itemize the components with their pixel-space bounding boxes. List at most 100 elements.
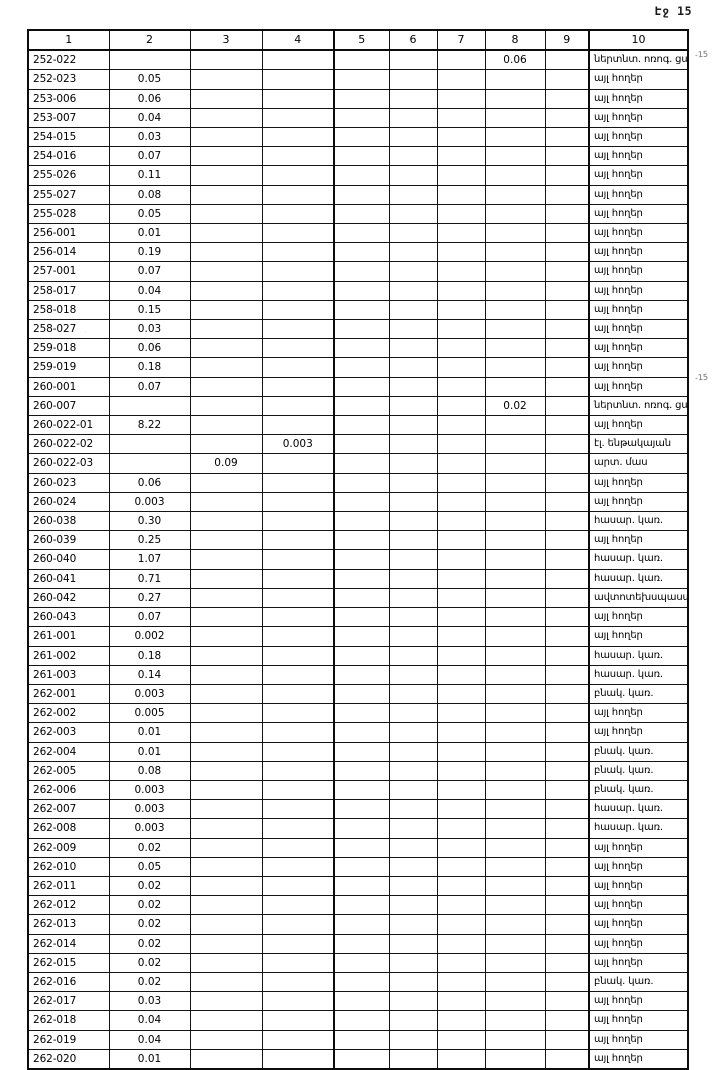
cell-col-9 xyxy=(544,434,590,455)
cell-land-type: արտ. մաս xyxy=(588,453,689,474)
cell-col-9 xyxy=(544,511,590,532)
cell-col-8 xyxy=(484,549,546,570)
cell-col-3 xyxy=(189,184,263,205)
cell-col-7 xyxy=(436,1048,486,1070)
cell-col-2 xyxy=(108,49,191,71)
cell-col-5 xyxy=(333,434,390,455)
cell-col-4 xyxy=(261,491,335,513)
table-row: 255-026 0.11 այլ հողեր xyxy=(27,165,689,186)
cell-col-3 xyxy=(189,280,263,301)
cell-land-type: բնակ. կառ. xyxy=(588,741,689,762)
cell-land-type: այլ հողեր xyxy=(588,491,689,513)
cell-col-3 xyxy=(189,146,263,167)
cell-col-8 xyxy=(484,280,546,301)
cell-col-6 xyxy=(388,184,438,205)
cell-col-3 xyxy=(189,703,263,724)
cell-parcel-id: 256-001 xyxy=(27,223,110,244)
cell-col-4 xyxy=(261,568,335,589)
cell-col-2: 0.02 xyxy=(108,875,191,897)
cell-parcel-id: 258-027 xyxy=(27,319,110,340)
cell-land-type: այլ հողեր xyxy=(588,530,689,551)
cell-col-2: 0.06 xyxy=(108,338,191,359)
cell-col-8 xyxy=(484,511,546,532)
cell-col-4 xyxy=(261,914,335,935)
cell-col-9 xyxy=(544,914,590,935)
cell-parcel-id: 261-002 xyxy=(27,645,110,666)
cell-col-6 xyxy=(388,741,438,762)
cell-col-3 xyxy=(189,971,263,993)
cell-col-8 xyxy=(484,837,546,858)
cell-col-2: 0.07 xyxy=(108,376,191,397)
cell-col-2: 0.002 xyxy=(108,626,191,647)
cell-col-3 xyxy=(189,530,263,551)
cell-col-5 xyxy=(333,741,390,762)
cell-col-3 xyxy=(189,914,263,935)
cell-col-5 xyxy=(333,357,390,378)
cell-col-3 xyxy=(189,799,263,820)
column-header-3: 3 xyxy=(189,29,263,52)
table-row: 252-023 0.05 այլ հողեր xyxy=(27,69,689,90)
cell-col-5 xyxy=(333,472,390,493)
cell-col-2: 0.05 xyxy=(108,203,191,225)
cell-col-9 xyxy=(544,799,590,820)
cell-col-7 xyxy=(436,415,486,436)
cell-col-3 xyxy=(189,49,263,71)
cell-col-3 xyxy=(189,760,263,781)
cell-col-6 xyxy=(388,895,438,916)
cell-parcel-id: 260-043 xyxy=(27,607,110,628)
cell-land-type: այլ հողեր xyxy=(588,261,689,282)
cell-col-4 xyxy=(261,607,335,628)
cell-col-9 xyxy=(544,607,590,628)
cell-col-5 xyxy=(333,127,390,148)
cell-col-4 xyxy=(261,299,335,321)
cell-col-8 xyxy=(484,1029,546,1050)
cell-col-5 xyxy=(333,261,390,282)
cell-col-5 xyxy=(333,280,390,301)
cell-parcel-id: 256-014 xyxy=(27,242,110,263)
table-row: 259-019 0.18 այլ հողեր xyxy=(27,357,689,378)
cell-col-8 xyxy=(484,722,546,743)
cell-col-5 xyxy=(333,299,390,321)
cell-col-6 xyxy=(388,683,438,705)
cell-col-8 xyxy=(484,933,546,954)
cell-land-type: այլ հողեր xyxy=(588,472,689,493)
cell-col-2: 0.005 xyxy=(108,703,191,724)
cell-parcel-id: 260-007 xyxy=(27,395,110,417)
cell-land-type: այլ հողեր xyxy=(588,1010,689,1031)
cell-land-type: բնակ. կառ. xyxy=(588,760,689,781)
cell-land-type: այլ հողեր xyxy=(588,703,689,724)
cell-col-5 xyxy=(333,952,390,973)
cell-col-8: 0.02 xyxy=(484,395,546,417)
cell-parcel-id: 262-012 xyxy=(27,895,110,916)
cell-col-2: 0.08 xyxy=(108,184,191,205)
cell-col-8 xyxy=(484,434,546,455)
cell-land-type: այլ հողեր xyxy=(588,837,689,858)
cell-col-9 xyxy=(544,184,590,205)
table-row: 260-022-03 0.09 արտ. մաս xyxy=(27,453,689,474)
cell-col-6 xyxy=(388,146,438,167)
cell-land-type: այլ հողեր xyxy=(588,952,689,973)
cell-col-6 xyxy=(388,799,438,820)
cell-col-7 xyxy=(436,49,486,71)
cell-col-6 xyxy=(388,395,438,417)
cell-col-2: 0.05 xyxy=(108,856,191,877)
cell-col-5 xyxy=(333,376,390,397)
cell-col-6 xyxy=(388,1029,438,1050)
cell-col-5 xyxy=(333,223,390,244)
cell-col-2 xyxy=(108,434,191,455)
cell-col-3 xyxy=(189,664,263,685)
cell-col-8 xyxy=(484,376,546,397)
cell-col-7 xyxy=(436,875,486,897)
cell-col-6 xyxy=(388,549,438,570)
cell-col-9 xyxy=(544,933,590,954)
cell-col-6 xyxy=(388,837,438,858)
cell-col-6 xyxy=(388,703,438,724)
cell-col-9 xyxy=(544,1048,590,1070)
cell-parcel-id: 262-009 xyxy=(27,837,110,858)
cell-col-6 xyxy=(388,491,438,513)
cell-col-3 xyxy=(189,242,263,263)
cell-col-9 xyxy=(544,875,590,897)
cell-land-type: այլ հողեր xyxy=(588,626,689,647)
cell-col-9 xyxy=(544,357,590,378)
